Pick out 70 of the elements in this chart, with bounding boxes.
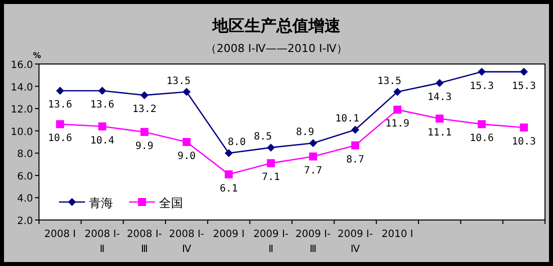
y-tick-label: 6.0 [17, 171, 33, 182]
data-label: 13.6 [48, 100, 72, 111]
point [309, 152, 318, 160]
x-tick-label: 2008 Ⅰ-Ⅱ [84, 229, 120, 255]
x-tick-label: 2009 Ⅰ-Ⅱ [253, 229, 289, 255]
data-label: 14.3 [428, 92, 452, 103]
point [393, 88, 402, 96]
point [436, 78, 444, 87]
y-tick-label: 16.0 [10, 60, 33, 71]
point [478, 68, 486, 76]
point [436, 114, 444, 123]
data-label: 7.7 [304, 165, 322, 176]
data-label: 9.9 [135, 140, 154, 152]
point [478, 120, 486, 128]
point [140, 128, 148, 136]
point [140, 91, 148, 100]
data-label: 13.2 [132, 104, 156, 116]
point [56, 86, 64, 95]
y-tick-label: 8.0 [17, 149, 33, 160]
data-label: 8.5 [254, 132, 272, 143]
data-label: 9.0 [178, 151, 196, 162]
data-label: 10.6 [470, 133, 494, 144]
data-label: 11.1 [428, 128, 452, 139]
data-label: 8.0 [228, 137, 246, 148]
data-label: 8.7 [346, 154, 364, 166]
legend-label: 全国 [159, 196, 183, 210]
x-tick-label: 2008 Ⅰ-Ⅲ [126, 229, 162, 255]
point [309, 139, 318, 148]
point [56, 120, 64, 128]
y-tick-label: 12.0 [10, 104, 33, 116]
text: % [32, 51, 42, 60]
data-label: 8.9 [296, 127, 314, 138]
data-label: 15.3 [470, 80, 494, 92]
y-tick-label: 2.0 [17, 216, 33, 227]
y-tick-label: 10.0 [10, 126, 33, 138]
data-label: 11.9 [385, 118, 410, 130]
point [266, 159, 275, 168]
point [351, 126, 360, 134]
data-label: 13.5 [166, 76, 191, 87]
x-tick-label: 2010 Ⅰ [382, 229, 414, 240]
point [182, 88, 191, 96]
x-tick-label: 2009 Ⅰ-Ⅳ [338, 229, 374, 255]
point [98, 86, 106, 95]
point [520, 124, 528, 132]
data-label: 7.1 [262, 172, 280, 184]
x-tick-label: 2009 Ⅰ-Ⅲ [295, 229, 332, 255]
point [520, 68, 528, 76]
point [393, 106, 402, 114]
x-tick-label: 2009 Ⅰ [212, 229, 245, 240]
point [98, 122, 106, 130]
y-tick-label: 4.0 [17, 194, 33, 205]
point [351, 141, 360, 150]
point [266, 144, 275, 152]
y-tick-label: 14.0 [10, 82, 33, 94]
data-label: 10.4 [90, 135, 114, 146]
legend-label: 青海 [89, 196, 113, 210]
point [182, 138, 191, 146]
data-label: 10.6 [48, 133, 72, 144]
data-label: 10.3 [512, 136, 536, 148]
point [224, 149, 233, 158]
x-tick-label: 2008 Ⅰ-Ⅳ [168, 229, 205, 255]
data-label: 13.6 [90, 100, 114, 111]
data-label: 10.1 [335, 114, 360, 125]
data-label: 13.5 [377, 76, 402, 87]
point [224, 170, 233, 178]
data-label: 6.1 [220, 183, 238, 194]
x-tick-label: 2008 Ⅰ [44, 229, 76, 240]
chart-subtitle: （2008 Ⅰ-Ⅳ——2010 Ⅰ-Ⅳ） [206, 42, 348, 55]
chart-title: 地区生产总值增速 [212, 16, 342, 35]
data-label: 15.3 [512, 80, 536, 92]
